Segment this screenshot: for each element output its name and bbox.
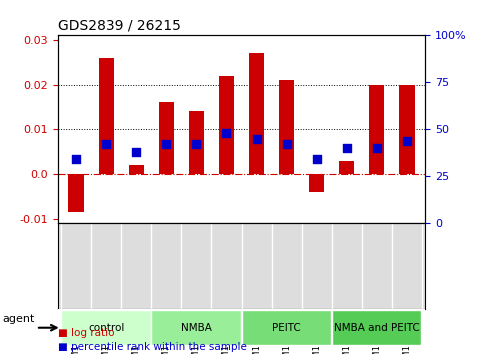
Text: NMBA and PEITC: NMBA and PEITC (334, 323, 420, 333)
Point (102, 142, 110, 147)
Bar (159, 102, 174, 174)
Bar (69, 174, 84, 212)
Point (193, 142, 200, 147)
Point (223, 130, 230, 136)
Text: control: control (88, 323, 124, 333)
Point (132, 149, 140, 155)
Text: PEITC: PEITC (272, 323, 301, 333)
Point (72, 156, 80, 162)
Point (343, 145, 351, 151)
Bar (399, 85, 414, 174)
Bar (189, 112, 204, 174)
Bar (309, 174, 324, 192)
Text: ■ percentile rank within the sample: ■ percentile rank within the sample (58, 342, 247, 352)
Bar (249, 53, 264, 174)
Bar (99, 58, 114, 174)
Point (283, 142, 290, 147)
Bar (219, 76, 234, 174)
Bar (128, 165, 144, 174)
Point (373, 145, 381, 151)
FancyBboxPatch shape (332, 310, 422, 345)
FancyBboxPatch shape (61, 310, 151, 345)
Text: NMBA: NMBA (181, 323, 212, 333)
Text: ■ log ratio: ■ log ratio (58, 328, 114, 338)
FancyBboxPatch shape (242, 310, 331, 345)
Point (253, 136, 260, 142)
Text: GDS2839 / 26215: GDS2839 / 26215 (58, 19, 181, 33)
Point (313, 156, 321, 162)
Text: agent: agent (2, 314, 35, 324)
Bar (339, 161, 355, 174)
Bar (369, 85, 384, 174)
Point (162, 142, 170, 147)
FancyBboxPatch shape (151, 310, 241, 345)
Point (403, 138, 411, 143)
Bar (279, 80, 294, 174)
